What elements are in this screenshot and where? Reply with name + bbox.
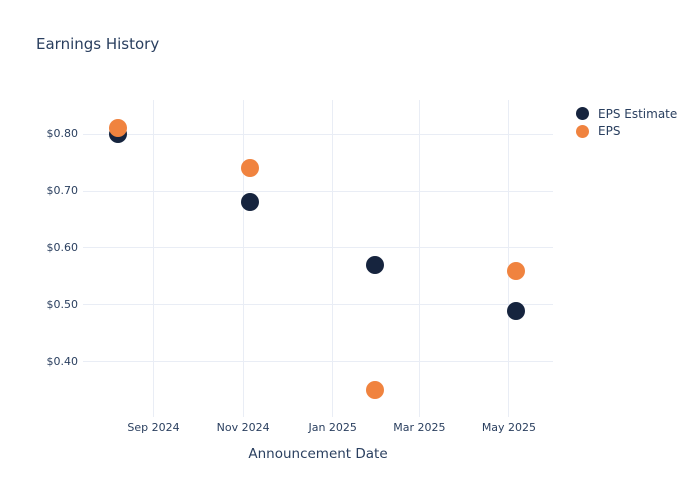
- data-point-marker[interactable]: [366, 381, 385, 400]
- y-tick-label: $0.50: [46, 297, 79, 311]
- data-point-marker[interactable]: [241, 159, 260, 178]
- x-gridline: [332, 100, 334, 417]
- data-point-marker[interactable]: [507, 301, 526, 320]
- x-gridline: [153, 100, 154, 417]
- x-tick-label: May 2025: [481, 421, 537, 434]
- x-tick-label: Nov 2024: [216, 421, 270, 434]
- y-gridline: [83, 133, 553, 135]
- data-point-marker[interactable]: [366, 256, 385, 275]
- y-gridline: [83, 247, 553, 249]
- plot-area: [83, 100, 553, 417]
- x-gridline: [418, 100, 420, 417]
- legend-item-eps-estimate[interactable]: EPS Estimate: [576, 105, 677, 123]
- x-tick-label: Mar 2025: [393, 421, 446, 434]
- legend: EPS Estimate EPS: [576, 105, 677, 140]
- y-tick-label: $0.80: [46, 127, 79, 141]
- y-gridline: [83, 190, 553, 192]
- data-point-marker[interactable]: [109, 119, 128, 138]
- legend-item-label: EPS Estimate: [598, 106, 678, 121]
- legend-item-eps[interactable]: EPS: [576, 123, 677, 141]
- data-point-marker[interactable]: [507, 261, 526, 280]
- y-tick-label: $0.60: [46, 240, 79, 254]
- y-gridline: [83, 304, 553, 306]
- x-tick-label: Jan 2025: [308, 421, 357, 434]
- y-tick-label: $0.40: [46, 354, 79, 368]
- data-point-marker[interactable]: [241, 193, 260, 212]
- y-tick-label: $0.70: [46, 184, 79, 198]
- x-tick-label: Sep 2024: [127, 421, 180, 434]
- chart-title: Earnings History: [36, 35, 160, 53]
- legend-item-label: EPS: [598, 124, 621, 139]
- x-gridline: [242, 100, 244, 417]
- y-gridline: [83, 361, 553, 363]
- legend-marker-icon: [576, 107, 589, 121]
- x-axis-title: Announcement Date: [248, 446, 388, 462]
- x-gridline: [508, 100, 510, 417]
- legend-marker-icon: [576, 124, 589, 138]
